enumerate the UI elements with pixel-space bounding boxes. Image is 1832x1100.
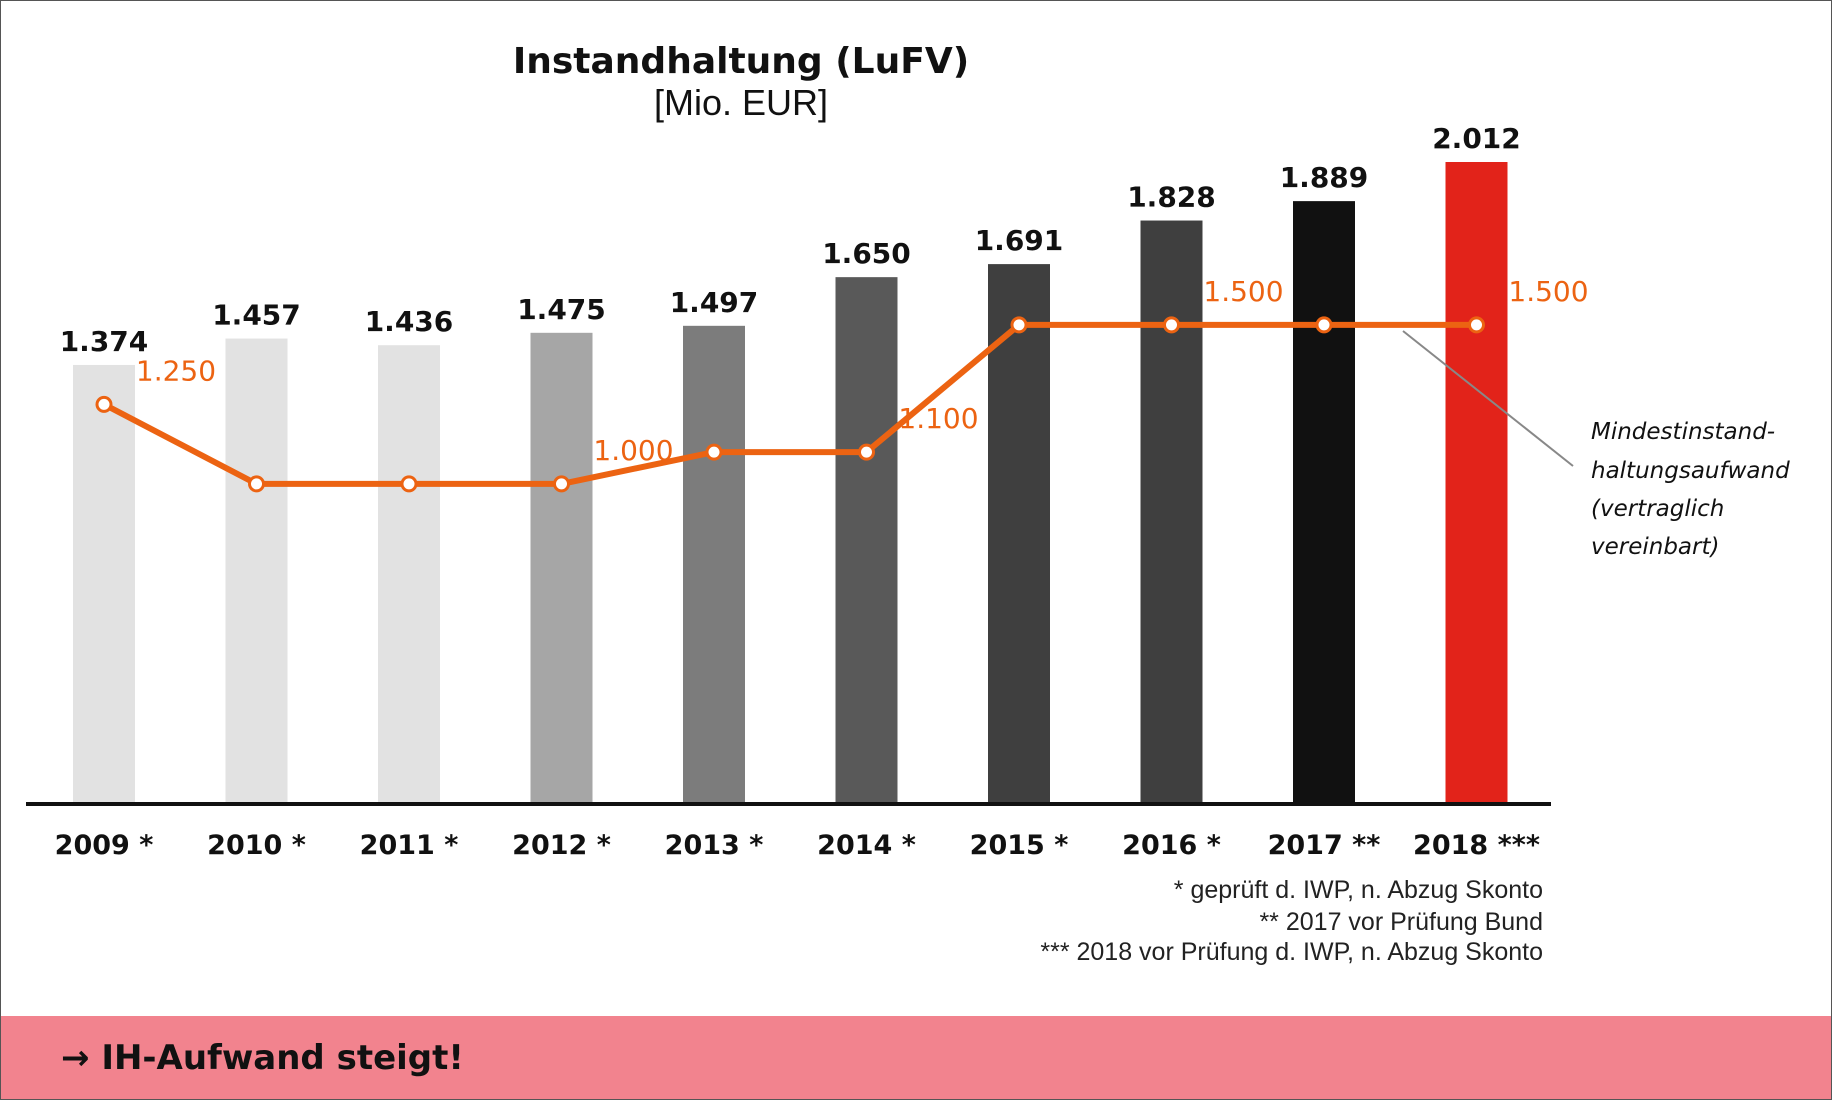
chart-subtitle: [Mio. EUR]	[654, 82, 828, 123]
bar-value-label-6: 1.691	[975, 224, 1064, 257]
bar-value-label-8: 1.889	[1280, 161, 1369, 194]
line-point-4	[705, 443, 723, 461]
minimum-maintenance-line	[102, 321, 1477, 487]
x-tick-label-8: 2017 **	[1268, 830, 1381, 861]
line-value-label-5: 1.100	[898, 402, 978, 435]
line-value-label-9: 1.500	[1508, 275, 1588, 308]
x-tick-label-4: 2013 *	[665, 830, 764, 861]
bar-value-label-3: 1.475	[517, 293, 606, 326]
line-point-9	[1468, 316, 1485, 334]
bar-6	[988, 264, 1050, 802]
bar-value-label-0: 1.374	[60, 325, 149, 358]
line-point-2	[400, 475, 418, 493]
x-tick-label-7: 2016 *	[1122, 830, 1221, 861]
bar-value-label-2: 1.436	[365, 305, 454, 338]
line-value-labels: 1.250 1.000 1.100 1.500 1.500	[136, 275, 1589, 467]
x-tick-label-1: 2010 *	[207, 830, 306, 861]
bar-value-labels: 1.374 1.457 1.436 1.475 1.497 1.650 1.691 1.828…	[60, 122, 1521, 358]
line-value-label-3: 1.000	[593, 434, 673, 467]
bar-9	[1445, 162, 1508, 802]
bar-2	[378, 345, 440, 802]
annotation-line-4: vereinbart)	[1591, 534, 1719, 560]
line-point-8	[1315, 316, 1333, 334]
line-point-6	[1010, 316, 1028, 334]
bar-1	[225, 338, 288, 802]
annotation-leader-line	[1402, 330, 1574, 467]
chart-canvas: Instandhaltung (LuFV) [Mio. EUR] 1.3741.…	[26, 41, 1790, 966]
x-axis-tick-labels: 2009 * 2010 * 2011 * 2012 * 2013 * 2014 * 2015…	[55, 830, 1540, 861]
bar-5	[835, 277, 898, 802]
x-tick-label-2: 2011 *	[360, 830, 459, 861]
x-tick-label-6: 2015 *	[970, 830, 1069, 861]
bar-0	[73, 364, 135, 802]
line-point-5	[858, 443, 875, 461]
bar-3	[530, 332, 593, 802]
line-value-label-0: 1.250	[136, 354, 216, 387]
annotation-line-1: Mindestinstand-	[1591, 419, 1775, 445]
line-value-label-7: 1.500	[1203, 275, 1283, 308]
bar-value-label-4: 1.497	[670, 286, 759, 319]
bar-8	[1293, 201, 1355, 802]
annotation-text: Mindestinstand- haltungsaufwand (vertrag…	[1591, 419, 1790, 560]
chart-title: Instandhaltung (LuFV)	[513, 41, 969, 82]
banner-text: → IH-Aufwand steigt!	[61, 1037, 464, 1078]
bar-value-label-7: 1.828	[1127, 181, 1216, 214]
footnote-2: ** 2017 vor Prüfung Bund	[1259, 908, 1543, 936]
bar-value-label-9: 2.012	[1432, 122, 1521, 155]
footnotes: * geprüft d. IWP, n. Abzug Skonto ** 201…	[1040, 876, 1543, 966]
bar-series	[73, 162, 1508, 803]
bar-4	[683, 325, 745, 802]
x-tick-label-9: 2018 ***	[1413, 830, 1540, 861]
line-point-3	[553, 475, 570, 493]
line-point-0	[95, 395, 113, 413]
annotation-line-2: haltungsaufwand	[1591, 458, 1790, 484]
bar-7	[1140, 220, 1203, 803]
line-points	[95, 316, 1485, 493]
bar-value-label-1: 1.457	[212, 299, 301, 332]
x-tick-label-0: 2009 *	[55, 830, 154, 861]
x-tick-label-5: 2014 *	[817, 830, 916, 861]
footnote-3: *** 2018 vor Prüfung d. IWP, n. Abzug Sk…	[1040, 938, 1543, 966]
footnote-1: * geprüft d. IWP, n. Abzug Skonto	[1174, 876, 1543, 904]
x-tick-label-3: 2012 *	[512, 830, 611, 861]
summary-banner: → IH-Aufwand steigt!	[1, 1016, 1831, 1099]
annotation-line-3: (vertraglich	[1591, 496, 1724, 522]
line-point-7	[1163, 316, 1180, 334]
line-point-1	[248, 475, 265, 493]
bar-value-label-5: 1.650	[822, 237, 911, 270]
